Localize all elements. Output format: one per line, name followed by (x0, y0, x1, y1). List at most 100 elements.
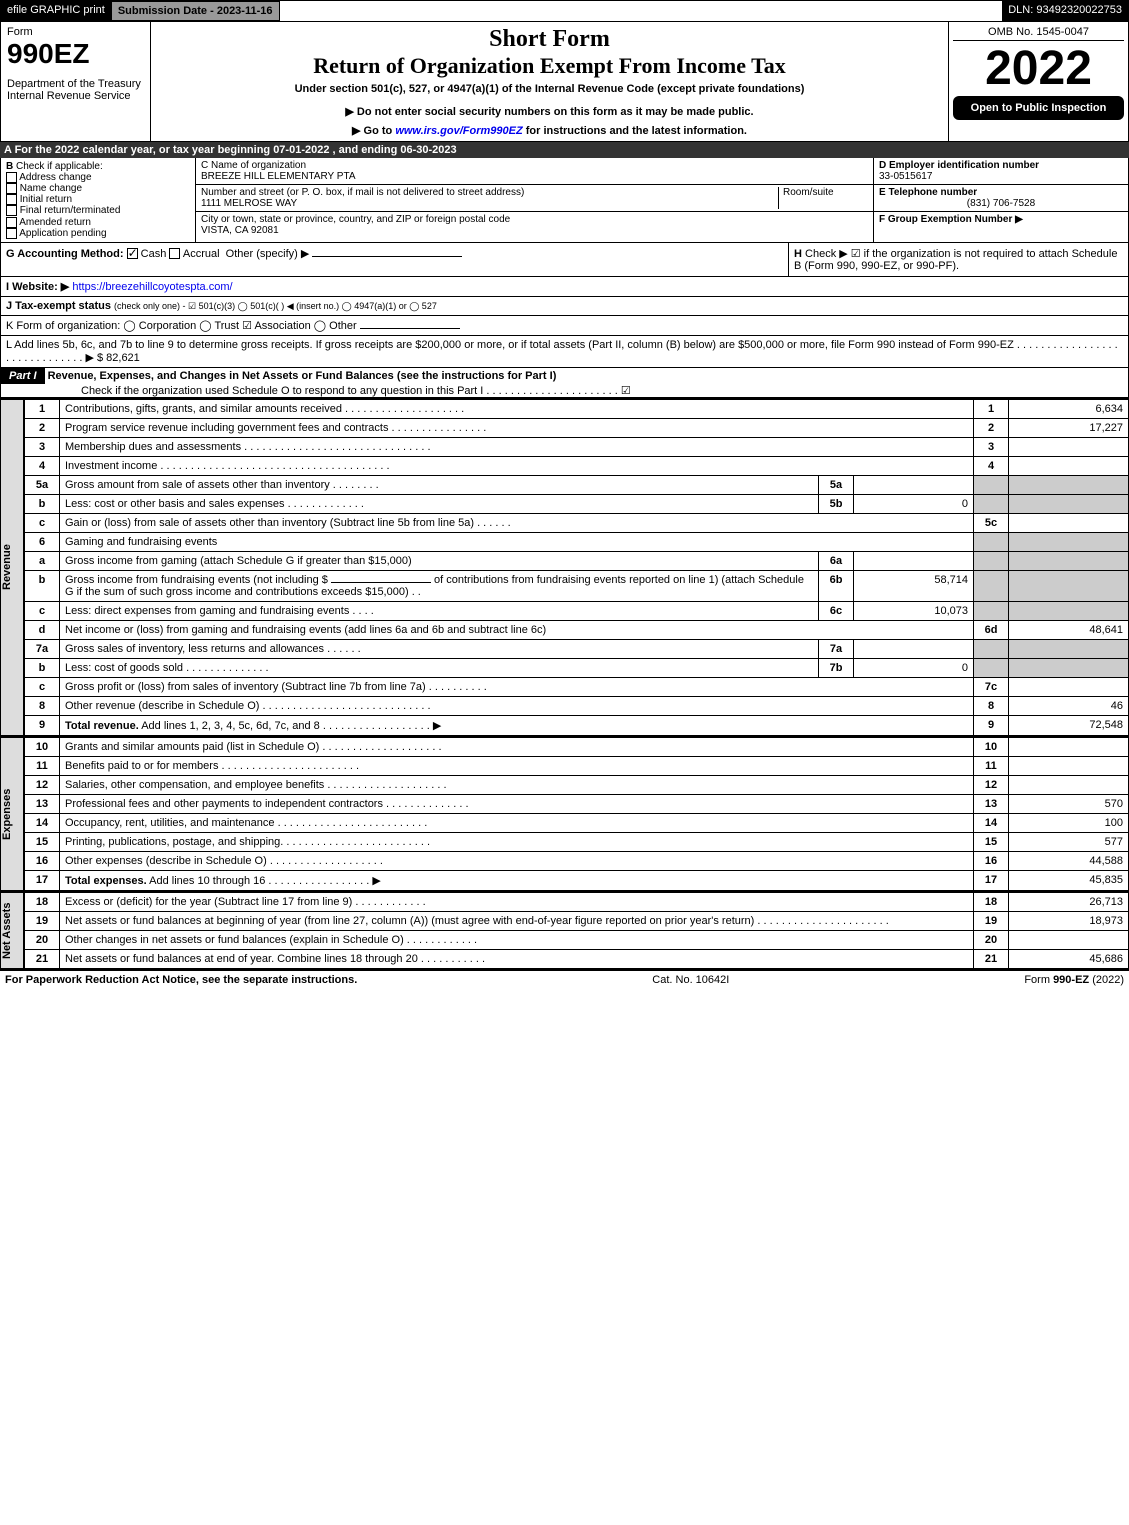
line-rn: 13 (974, 794, 1009, 813)
line-text: Gaming and fundraising events (60, 532, 974, 551)
k-row: K Form of organization: ◯ Corporation ◯ … (0, 316, 1129, 336)
d-label: D Employer identification number (879, 160, 1039, 171)
line-rn: 9 (974, 715, 1009, 735)
mid-val: 0 (854, 494, 974, 513)
line-val: 18,973 (1009, 911, 1129, 930)
accrual-checkbox[interactable] (169, 248, 180, 259)
ein: 33-0515617 (879, 171, 932, 182)
mid-num: 6a (819, 551, 854, 570)
top-bar: efile GRAPHIC print Submission Date - 20… (0, 0, 1129, 22)
app-pending-checkbox[interactable] (6, 228, 17, 239)
grey-cell (1009, 658, 1129, 677)
grey-cell (974, 551, 1009, 570)
line-num: c (25, 513, 60, 532)
form-number: 990EZ (7, 38, 144, 70)
line-val (1009, 437, 1129, 456)
app-pending-label: Application pending (19, 228, 106, 239)
form-label: Form (7, 26, 144, 38)
grey-cell (974, 601, 1009, 620)
line-rn: 12 (974, 775, 1009, 794)
line-text: Other expenses (describe in Schedule O) … (60, 851, 974, 870)
street-label: Number and street (or P. O. box, if mail… (201, 187, 524, 198)
amended-return-checkbox[interactable] (6, 217, 17, 228)
mid-val (854, 639, 974, 658)
line-num: 10 (25, 737, 60, 756)
mid-num: 7a (819, 639, 854, 658)
org-name: BREEZE HILL ELEMENTARY PTA (201, 171, 356, 182)
addr-change-checkbox[interactable] (6, 172, 17, 183)
website-link[interactable]: https://breezehillcoyotespta.com/ (72, 281, 232, 293)
irs-link[interactable]: www.irs.gov/Form990EZ (395, 125, 522, 137)
netassets-label: Net Assets (0, 892, 24, 969)
line-num: 5a (25, 475, 60, 494)
line-val (1009, 513, 1129, 532)
line-rn: 8 (974, 696, 1009, 715)
line-text: Printing, publications, postage, and shi… (60, 832, 974, 851)
h-text: Check ▶ ☑ if the organization is not req… (794, 248, 1117, 272)
line-rn: 18 (974, 892, 1009, 911)
line-num: b (25, 570, 60, 601)
line-num: b (25, 494, 60, 513)
line-val: 45,686 (1009, 949, 1129, 968)
line-rn: 16 (974, 851, 1009, 870)
line-num: a (25, 551, 60, 570)
line-num: 20 (25, 930, 60, 949)
line-text: Other revenue (describe in Schedule O) .… (60, 696, 974, 715)
line-text: Benefits paid to or for members . . . . … (60, 756, 974, 775)
line-num: 12 (25, 775, 60, 794)
line-text: Occupancy, rent, utilities, and maintena… (60, 813, 974, 832)
line-num: 21 (25, 949, 60, 968)
room-suite-label: Room/suite (783, 187, 834, 198)
line-text: Gain or (loss) from sale of assets other… (60, 513, 974, 532)
line-rn: 1 (974, 399, 1009, 418)
line-val (1009, 737, 1129, 756)
line-num: 17 (25, 870, 60, 890)
line-text: Grants and similar amounts paid (list in… (60, 737, 974, 756)
initial-return-checkbox[interactable] (6, 194, 17, 205)
line-num: 6 (25, 532, 60, 551)
l-text: L Add lines 5b, 6c, and 7b to line 9 to … (6, 339, 1118, 364)
part1-header: Part I Revenue, Expenses, and Changes in… (0, 368, 1129, 398)
line-val (1009, 456, 1129, 475)
final-return-checkbox[interactable] (6, 205, 17, 216)
line-text: Less: cost or other basis and sales expe… (60, 494, 819, 513)
line-num: 11 (25, 756, 60, 775)
line-rn: 15 (974, 832, 1009, 851)
part1-title: Revenue, Expenses, and Changes in Net As… (48, 370, 557, 382)
gh-row: G Accounting Method: Cash Accrual Other … (0, 243, 1129, 277)
cash-checkbox[interactable] (127, 248, 138, 259)
line-text: Net assets or fund balances at beginning… (60, 911, 974, 930)
revenue-section: Revenue 1Contributions, gifts, grants, a… (0, 398, 1129, 736)
line-text: Net income or (loss) from gaming and fun… (60, 620, 974, 639)
line-num: 15 (25, 832, 60, 851)
line-num: 16 (25, 851, 60, 870)
line-text: Investment income . . . . . . . . . . . … (60, 456, 974, 475)
line-val: 26,713 (1009, 892, 1129, 911)
accrual-label: Accrual (183, 248, 220, 260)
i-row: I Website: ▶ https://breezehillcoyotespt… (0, 277, 1129, 297)
line-text: Gross profit or (loss) from sales of inv… (60, 677, 974, 696)
line-rn: 4 (974, 456, 1009, 475)
addr-change-label: Address change (19, 172, 91, 183)
line-val: 570 (1009, 794, 1129, 813)
phone: (831) 706-7528 (879, 198, 1123, 209)
line-num: 13 (25, 794, 60, 813)
j-row: J Tax-exempt status (check only one) - ☑… (0, 297, 1129, 316)
line-val: 48,641 (1009, 620, 1129, 639)
k-text: K Form of organization: ◯ Corporation ◯ … (6, 320, 357, 332)
efile-label: efile GRAPHIC print (1, 1, 111, 21)
line-text: Professional fees and other payments to … (60, 794, 974, 813)
line-text: Gross income from gaming (attach Schedul… (60, 551, 819, 570)
mid-num: 6c (819, 601, 854, 620)
expenses-section: Expenses 10Grants and similar amounts pa… (0, 736, 1129, 891)
line-val (1009, 677, 1129, 696)
line-rn: 2 (974, 418, 1009, 437)
line-val: 46 (1009, 696, 1129, 715)
line-rn: 14 (974, 813, 1009, 832)
cash-label: Cash (141, 248, 167, 260)
line-rn: 10 (974, 737, 1009, 756)
open-inspection: Open to Public Inspection (953, 96, 1124, 120)
line-val: 577 (1009, 832, 1129, 851)
name-change-checkbox[interactable] (6, 183, 17, 194)
tax-year: 2022 (953, 41, 1124, 96)
